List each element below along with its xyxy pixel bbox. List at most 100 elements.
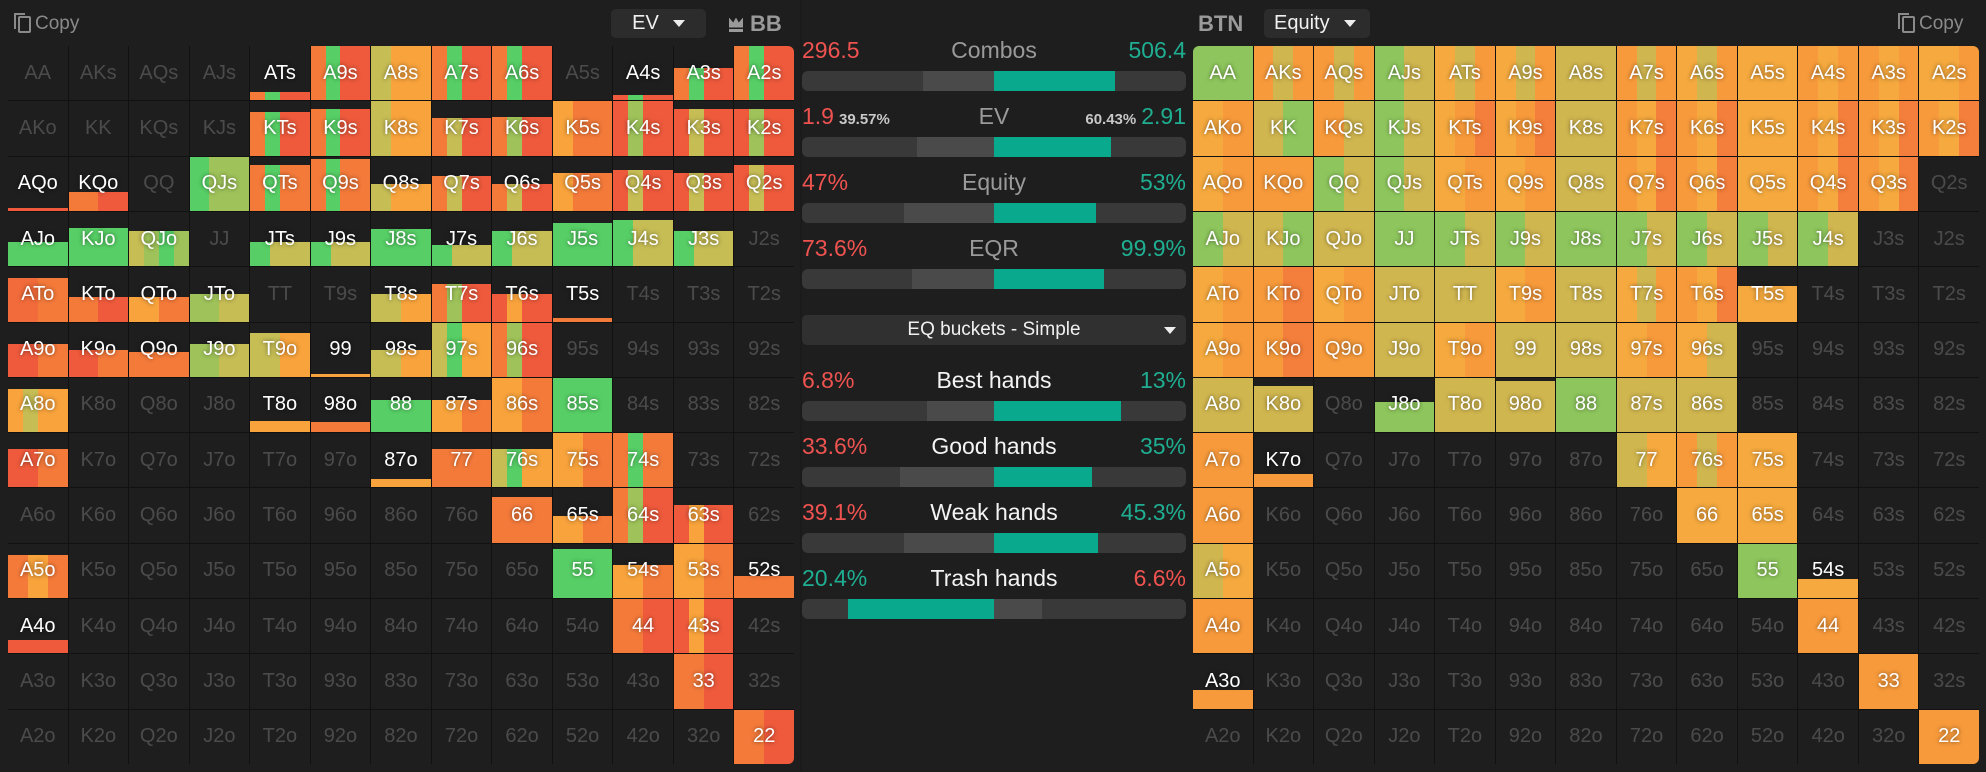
hand-cell[interactable]: Q5o — [1314, 543, 1374, 599]
hand-cell[interactable]: 82o — [1556, 709, 1616, 764]
metric-select-right[interactable]: Equity — [1264, 9, 1370, 38]
hand-cell[interactable]: 86s — [1677, 377, 1737, 433]
copy-button-left[interactable]: Copy — [14, 10, 79, 38]
hand-cell[interactable]: KTs — [1435, 101, 1495, 156]
hand-cell[interactable]: KJo — [1253, 211, 1314, 267]
hand-cell[interactable]: 74o — [431, 599, 492, 654]
hand-cell[interactable]: J9o — [189, 322, 250, 377]
hand-cell[interactable]: 54o — [1737, 599, 1798, 654]
hand-cell[interactable]: 64o — [1677, 599, 1737, 654]
hand-cell[interactable]: A7s — [431, 46, 492, 101]
hand-cell[interactable]: 94o — [1495, 599, 1556, 654]
hand-cell[interactable]: 84s — [1798, 377, 1858, 433]
hand-cell[interactable]: Q5s — [552, 156, 613, 211]
hand-cell[interactable]: 62s — [734, 488, 794, 543]
hand-cell[interactable]: J5o — [1374, 543, 1435, 599]
hand-cell[interactable]: J3o — [189, 654, 250, 709]
hand-cell[interactable]: 83s — [1858, 377, 1919, 433]
hand-cell[interactable]: 83o — [1556, 654, 1616, 709]
hand-cell[interactable]: 95o — [1495, 543, 1556, 599]
hand-cell[interactable]: K5o — [1253, 543, 1314, 599]
hand-cell[interactable]: A3s — [673, 46, 734, 101]
hand-cell[interactable]: 83o — [371, 654, 431, 709]
hand-cell[interactable]: A6o — [8, 488, 68, 543]
hand-cell[interactable]: 62o — [1677, 709, 1737, 764]
hand-cell[interactable]: J7s — [1616, 211, 1677, 267]
hand-cell[interactable]: 42s — [1919, 599, 1979, 654]
hand-cell[interactable]: Q4s — [613, 156, 673, 211]
hand-cell[interactable]: K6s — [1677, 101, 1737, 156]
hand-cell[interactable]: J2o — [1374, 709, 1435, 764]
hand-cell[interactable]: A2o — [8, 709, 68, 764]
hand-cell[interactable]: 93s — [1858, 322, 1919, 377]
hand-cell[interactable]: 87o — [1556, 433, 1616, 488]
hand-cell[interactable]: T7s — [1616, 267, 1677, 322]
hand-cell[interactable]: J5s — [1737, 211, 1798, 267]
hand-cell[interactable]: 82o — [371, 709, 431, 764]
hand-cell[interactable]: 72o — [431, 709, 492, 764]
hand-cell[interactable]: J4o — [1374, 599, 1435, 654]
hand-cell[interactable]: A6s — [1677, 46, 1737, 101]
hand-cell[interactable]: 84s — [613, 377, 673, 433]
hand-cell[interactable]: T5s — [1737, 267, 1798, 322]
hand-cell[interactable]: K3o — [1253, 654, 1314, 709]
hand-cell[interactable]: 53s — [1858, 543, 1919, 599]
hand-cell[interactable]: A4o — [1193, 599, 1253, 654]
hand-cell[interactable]: AQo — [1193, 156, 1253, 211]
hand-cell[interactable]: 32s — [1919, 654, 1979, 709]
hand-cell[interactable]: 98o — [310, 377, 371, 433]
hand-cell[interactable]: K7o — [1253, 433, 1314, 488]
hand-cell[interactable]: J9s — [310, 211, 371, 267]
hand-cell[interactable]: Q2s — [1919, 156, 1979, 211]
hand-cell[interactable]: 94s — [613, 322, 673, 377]
hand-cell[interactable]: J3s — [673, 211, 734, 267]
hand-cell[interactable]: ATo — [8, 267, 68, 322]
hand-cell[interactable]: 52s — [1919, 543, 1979, 599]
hand-cell[interactable]: 22 — [1919, 709, 1979, 764]
hand-cell[interactable]: 52o — [1737, 709, 1798, 764]
hand-cell[interactable]: Q8o — [1314, 377, 1374, 433]
hand-cell[interactable]: 32s — [734, 654, 794, 709]
hand-cell[interactable]: K5s — [552, 101, 613, 156]
hand-cell[interactable]: Q7s — [1616, 156, 1677, 211]
metric-select-left[interactable]: EV — [611, 9, 706, 38]
hand-cell[interactable]: J2o — [189, 709, 250, 764]
hand-cell[interactable]: T8o — [250, 377, 310, 433]
hand-cell[interactable]: 99 — [1495, 322, 1556, 377]
hand-cell[interactable]: J8s — [1556, 211, 1616, 267]
hand-cell[interactable]: 92s — [734, 322, 794, 377]
hand-cell[interactable]: QJo — [1314, 211, 1374, 267]
hand-cell[interactable]: QJs — [189, 156, 250, 211]
hand-cell[interactable]: A8o — [1193, 377, 1253, 433]
hand-cell[interactable]: AA — [8, 46, 68, 101]
hand-cell[interactable]: A3o — [1193, 654, 1253, 709]
hand-cell[interactable]: QTs — [1435, 156, 1495, 211]
hand-cell[interactable]: A5s — [1737, 46, 1798, 101]
hand-cell[interactable]: AJo — [1193, 211, 1253, 267]
hand-cell[interactable]: JTs — [250, 211, 310, 267]
hand-cell[interactable]: K6o — [1253, 488, 1314, 543]
hand-cell[interactable]: 63s — [673, 488, 734, 543]
hand-cell[interactable]: 96o — [310, 488, 371, 543]
hand-cell[interactable]: 73s — [1858, 433, 1919, 488]
hand-cell[interactable]: 63o — [492, 654, 552, 709]
hand-cell[interactable]: ATs — [250, 46, 310, 101]
hand-cell[interactable]: J6s — [492, 211, 552, 267]
hand-cell[interactable]: KQs — [1314, 101, 1374, 156]
hand-cell[interactable]: T8s — [371, 267, 431, 322]
hand-cell[interactable]: A5o — [8, 543, 68, 599]
hand-cell[interactable]: 53s — [673, 543, 734, 599]
hand-cell[interactable]: A9o — [8, 322, 68, 377]
hand-cell[interactable]: Q3o — [1314, 654, 1374, 709]
hand-cell[interactable]: 76s — [492, 433, 552, 488]
hand-cell[interactable]: AKo — [8, 101, 68, 156]
hand-cell[interactable]: KTo — [68, 267, 129, 322]
hand-cell[interactable]: J6o — [189, 488, 250, 543]
hand-cell[interactable]: A4o — [8, 599, 68, 654]
hand-cell[interactable]: T6o — [250, 488, 310, 543]
hand-cell[interactable]: 75o — [1616, 543, 1677, 599]
hand-cell[interactable]: Q5o — [129, 543, 189, 599]
hand-cell[interactable]: T8s — [1556, 267, 1616, 322]
hand-cell[interactable]: 92s — [1919, 322, 1979, 377]
hand-cell[interactable]: 75s — [552, 433, 613, 488]
